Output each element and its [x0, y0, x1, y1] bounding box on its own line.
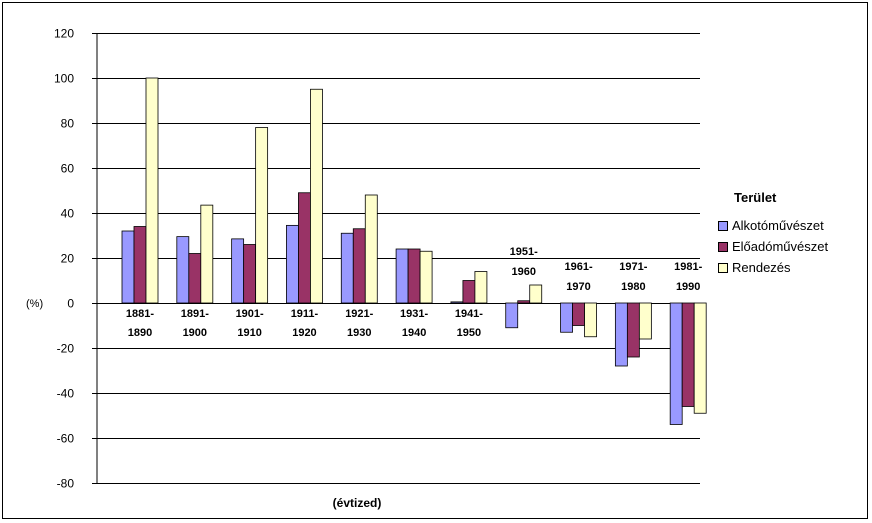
- bar: [121, 230, 135, 304]
- bar: [407, 248, 421, 304]
- x-tick-label: 1900: [183, 327, 207, 339]
- x-tick-label: 1960: [511, 266, 535, 278]
- bar: [505, 302, 519, 329]
- legend-label-eloadomuveszet: Előadóművészet: [732, 239, 829, 254]
- y-tick-label: -40: [57, 387, 75, 401]
- x-tick-label: 1970: [566, 281, 590, 293]
- bar: [517, 300, 531, 304]
- bar: [638, 302, 652, 340]
- x-tick-label: 1910: [237, 327, 261, 339]
- x-tick-label: 1941-: [455, 308, 483, 320]
- x-tick-label: 1930: [347, 327, 371, 339]
- bar: [176, 236, 190, 304]
- bar: [450, 301, 464, 304]
- x-tick-label: 1931-: [400, 308, 428, 320]
- bar: [310, 88, 323, 304]
- y-tick-label: 80: [61, 117, 75, 131]
- bar: [133, 226, 147, 304]
- y-tick-label: 40: [61, 207, 75, 221]
- y-tick-label: -60: [57, 432, 75, 446]
- x-tick-label: 1980: [621, 281, 645, 293]
- x-tick-label: 1950: [457, 327, 481, 339]
- x-tick-label: 1920: [292, 327, 316, 339]
- bar: [145, 77, 159, 304]
- bar: [419, 250, 433, 304]
- bar: [669, 302, 683, 425]
- x-tick-label: 1921-: [345, 308, 373, 320]
- bar: [200, 204, 214, 304]
- x-tick-label: 1940: [402, 327, 426, 339]
- bar: [243, 244, 257, 304]
- x-tick-label: 1981-: [674, 261, 702, 273]
- x-tick-label: 1951-: [510, 246, 538, 258]
- legend: Terület Alkotóművészet Előadóművészet Re…: [718, 190, 868, 278]
- y-axis-title: (%): [26, 298, 43, 310]
- bars: [121, 77, 707, 425]
- bar: [340, 232, 354, 304]
- legend-item-alkotomuveszet: Alkotóművészet: [718, 215, 868, 236]
- bar: [188, 253, 202, 304]
- bar: [572, 302, 585, 326]
- y-tick-label: 100: [54, 72, 74, 86]
- y-tick-label: 120: [54, 27, 74, 41]
- y-tick-label: -20: [57, 342, 75, 356]
- x-axis-title: (évtized): [333, 496, 382, 510]
- y-tick-label: -80: [57, 477, 75, 491]
- bar: [364, 194, 378, 304]
- bar: [560, 302, 573, 333]
- y-tick-label: 0: [67, 297, 74, 311]
- bar: [626, 302, 640, 358]
- bar: [286, 224, 299, 304]
- legend-swatch-rendezes: [718, 262, 728, 273]
- legend-label-alkotomuveszet: Alkotóművészet: [732, 218, 824, 233]
- y-tick-label: 20: [61, 252, 75, 266]
- x-axis-category-labels: 1881- 1890 1891- 1900 1901- 1910 1911- 1920 1921…: [126, 246, 703, 339]
- bar: [231, 238, 245, 304]
- gridlines: [97, 33, 700, 484]
- legend-swatch-alkotomuveszet: [718, 220, 728, 231]
- bar: [693, 302, 707, 414]
- bar: [614, 302, 628, 367]
- y-tick-label: 60: [61, 162, 75, 176]
- legend-item-eloadomuveszet: Előadóművészet: [718, 236, 868, 257]
- bar: [352, 228, 366, 304]
- x-tick-label: 1901-: [236, 308, 264, 320]
- legend-swatch-eloadomuveszet: [718, 241, 728, 252]
- bar: [474, 271, 488, 304]
- bar: [298, 192, 311, 304]
- legend-title: Terület: [734, 190, 777, 205]
- legend-item-rendezes: Rendezés: [718, 257, 868, 278]
- bar: [681, 302, 695, 407]
- x-tick-label: 1891-: [181, 308, 209, 320]
- x-tick-label: 1990: [676, 281, 700, 293]
- x-tick-label: 1961-: [564, 261, 592, 273]
- bar: [255, 127, 269, 304]
- x-tick-label: 1911-: [291, 308, 319, 320]
- bar: [529, 284, 543, 304]
- x-tick-label: 1971-: [619, 261, 647, 273]
- bar: [462, 280, 476, 304]
- bar: [395, 248, 409, 304]
- x-tick-label: 1890: [128, 327, 152, 339]
- y-axis: 120 100 80 60 40 20 0 -20 -40 -60 -80: [54, 27, 98, 491]
- x-tick-label: 1881-: [126, 308, 154, 320]
- legend-label-rendezes: Rendezés: [732, 260, 791, 275]
- bar: [584, 302, 597, 338]
